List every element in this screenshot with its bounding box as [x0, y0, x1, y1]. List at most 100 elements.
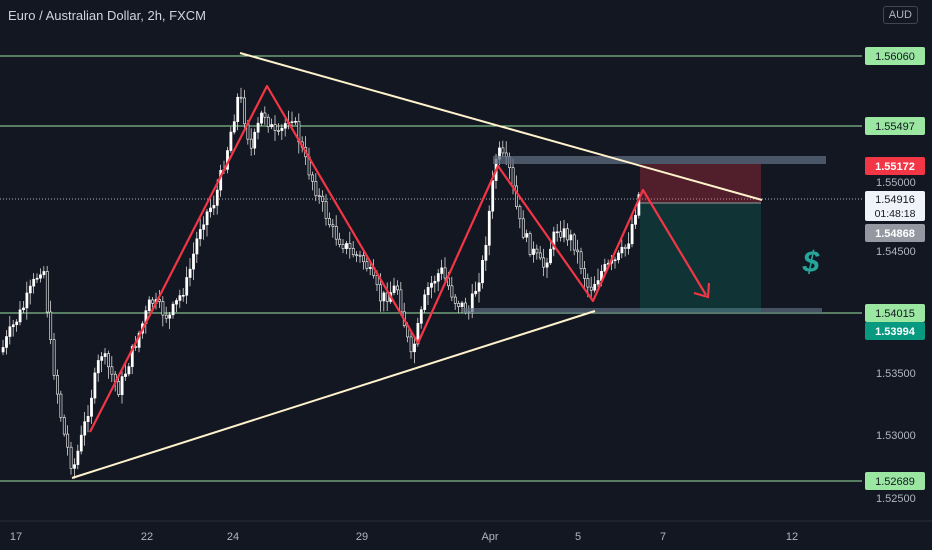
candle-body	[147, 299, 151, 311]
candle-body	[35, 277, 39, 280]
candle-body	[49, 311, 53, 341]
candle-body	[205, 211, 209, 226]
candle-body	[263, 112, 267, 118]
candle-body	[453, 296, 457, 304]
time-tick-label: 22	[141, 531, 153, 543]
candle-body	[345, 243, 348, 249]
candle-body	[311, 174, 314, 182]
candle-body	[518, 206, 522, 220]
price-tick-label: 1.53000	[876, 430, 916, 442]
resistance-trendline	[239, 52, 763, 201]
candles	[1, 87, 641, 479]
candle-body	[127, 366, 131, 375]
candle-body	[528, 233, 532, 255]
supply-zone-band	[493, 156, 826, 164]
stop-price-tag	[865, 157, 925, 175]
dollar-sign-icon: $	[802, 246, 820, 279]
candle-body	[331, 224, 335, 227]
candle-body	[477, 282, 481, 292]
candle-body	[338, 238, 342, 245]
projection-arrow-icon	[693, 282, 711, 299]
candle-body	[124, 373, 127, 377]
candle-body	[603, 264, 607, 272]
candle-body	[637, 194, 641, 216]
candle-body	[559, 231, 563, 238]
candle-body	[181, 294, 185, 297]
candle-body	[341, 244, 345, 249]
candle-body	[552, 231, 556, 250]
candle-body	[542, 257, 546, 268]
candle-body	[586, 278, 590, 288]
candle-body	[634, 215, 637, 225]
price-tick-label: 1.52500	[876, 493, 916, 505]
candle-body	[236, 96, 240, 122]
candle-body	[28, 285, 32, 294]
time-tick-label: 17	[10, 531, 22, 543]
candle-body	[481, 260, 484, 284]
candle-body	[151, 299, 155, 304]
candle-body	[583, 268, 586, 279]
candle-body	[22, 307, 25, 311]
candle-body	[382, 292, 386, 302]
candle-body	[576, 249, 580, 253]
candle-body	[623, 246, 627, 249]
candle-body	[399, 289, 403, 313]
candle-body	[66, 433, 70, 448]
time-tick-label: 29	[356, 531, 368, 543]
candle-body	[185, 277, 189, 296]
candle-body	[79, 434, 83, 452]
candle-body	[314, 180, 318, 197]
candle-body	[630, 224, 634, 245]
candle-body	[202, 224, 206, 230]
candle-body	[32, 278, 36, 287]
candle-body	[566, 228, 569, 241]
candle-body	[423, 294, 427, 310]
candle-body	[460, 302, 464, 307]
price-tick-label: 1.54500	[876, 246, 916, 258]
candle-body	[280, 127, 284, 131]
candle-body	[273, 124, 277, 131]
candle-body	[501, 147, 505, 154]
candle-body	[532, 248, 535, 255]
candle-body	[379, 284, 382, 302]
candle-body	[25, 292, 29, 309]
candle-body	[511, 167, 515, 187]
candle-body	[100, 356, 104, 361]
candle-body	[589, 286, 593, 291]
candle-body	[430, 282, 433, 288]
candle-body	[535, 248, 539, 254]
candle-body	[294, 120, 297, 123]
candle-body	[457, 303, 461, 307]
entry-price-tag	[865, 224, 925, 242]
candle-body	[62, 417, 66, 435]
level-price-tag	[865, 304, 925, 322]
level-price-label: 1.56060	[875, 51, 915, 63]
candle-body	[596, 280, 600, 285]
candle-body	[433, 280, 437, 284]
candle-body	[355, 254, 359, 257]
candle-body	[96, 360, 100, 374]
candle-body	[15, 321, 19, 326]
time-tick-label: 5	[575, 531, 581, 543]
currency-badge[interactable]: AUD	[882, 6, 918, 24]
candle-body	[164, 314, 168, 319]
candle-body	[103, 353, 107, 357]
candle-body	[239, 96, 243, 99]
candle-body	[52, 339, 56, 376]
candle-body	[426, 287, 430, 296]
candle-body	[525, 233, 529, 238]
candle-body	[107, 353, 110, 368]
candle-body	[358, 254, 362, 257]
candle-body	[365, 261, 369, 269]
candle-body	[110, 366, 114, 375]
price-axis-panel	[862, 0, 932, 550]
candle-body	[491, 180, 495, 212]
zigzag-wave	[89, 84, 707, 433]
candle-body	[192, 253, 195, 270]
candle-body	[627, 243, 631, 249]
target-price-label: 1.53994	[875, 326, 916, 338]
candle-body	[317, 195, 321, 198]
demand-zone-band	[463, 308, 822, 313]
candle-body	[168, 314, 172, 319]
